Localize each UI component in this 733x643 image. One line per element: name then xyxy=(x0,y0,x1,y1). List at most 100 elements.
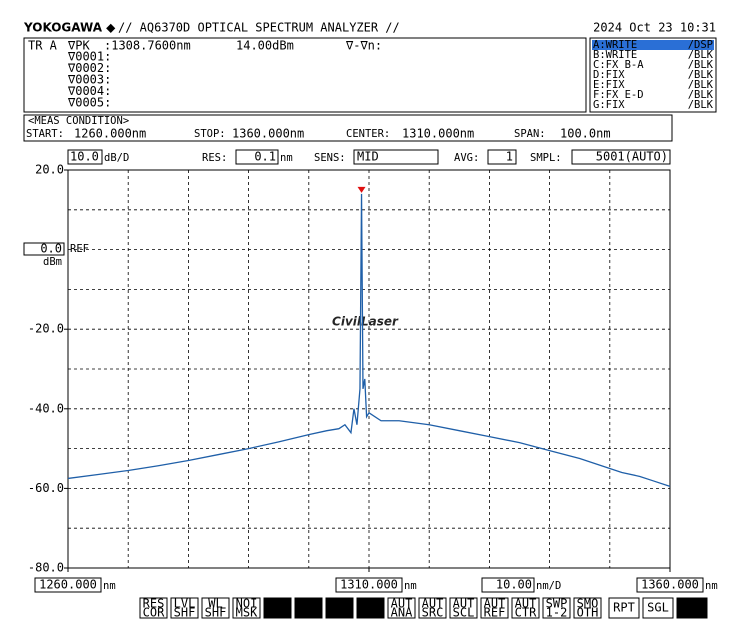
marker-slot: ∇0005: xyxy=(67,96,111,110)
soft-key-label: AUT xyxy=(453,597,475,611)
trace-label: E:FIX xyxy=(593,79,625,91)
action-key[interactable] xyxy=(608,597,640,619)
soft-key-label: VAC xyxy=(329,597,351,611)
soft-key[interactable] xyxy=(511,597,540,619)
trace: TR A xyxy=(28,39,58,53)
soft-key-label: SCL xyxy=(453,606,475,620)
trace-mode: /BLK xyxy=(688,89,714,101)
avg: 1 xyxy=(506,150,513,164)
soft-key[interactable] xyxy=(542,597,571,619)
x-unit: nm xyxy=(705,580,718,592)
soft-key[interactable] xyxy=(449,597,478,619)
spectrum xyxy=(67,193,671,488)
soft-key[interactable] xyxy=(294,597,323,619)
stop: 1360.000nm xyxy=(232,127,304,141)
action-label: SGL xyxy=(647,601,669,615)
soft-key[interactable] xyxy=(325,597,354,619)
meas-panel xyxy=(23,114,673,142)
soft-key[interactable] xyxy=(232,597,261,619)
soft-key-label: MSK xyxy=(236,606,258,620)
soft-key-label: OFS xyxy=(360,606,382,620)
soft-key-label: SRC xyxy=(267,597,289,611)
x-tick-label: 1360.000 xyxy=(641,578,699,592)
trace-mode: /BLK xyxy=(688,79,714,91)
soft-key[interactable] xyxy=(356,597,385,619)
avg-box xyxy=(487,149,517,165)
ref-value: 0.0 xyxy=(40,242,62,256)
soft-key[interactable] xyxy=(170,597,199,619)
action-label: STP xyxy=(681,601,703,615)
ref-label: REF xyxy=(70,243,89,255)
soft-key-label: REF xyxy=(484,606,506,620)
y-tick-label: -40.0 xyxy=(28,401,64,415)
div: 10.00 xyxy=(496,578,532,592)
soft-key[interactable] xyxy=(263,597,292,619)
soft-key-label: 1-2 xyxy=(546,606,568,620)
soft-key-label: AUT xyxy=(391,597,413,611)
x-tick-label: 1260.000 xyxy=(39,578,97,592)
sens: MID xyxy=(357,150,379,164)
peak-marker xyxy=(357,186,366,193)
trace-label: C:FX B-A xyxy=(593,59,644,71)
delta: ∇-∇n: xyxy=(345,39,382,53)
scale-unit: dB/D xyxy=(104,152,129,164)
model: // AQ6370D OPTICAL SPECTRUM ANALYZER // xyxy=(118,21,400,35)
x-unit: nm xyxy=(404,580,417,592)
soft-key-label: WL xyxy=(332,606,346,620)
trace-label: G:FIX xyxy=(593,99,625,111)
soft-key-label: SHF xyxy=(174,606,196,620)
ref-unit: dBm xyxy=(43,256,62,268)
soft-key-label: AUT xyxy=(515,597,537,611)
span-label: SPAN: xyxy=(514,128,546,140)
smpl-box xyxy=(571,149,671,165)
soft-key-label: AUT xyxy=(360,597,382,611)
sens-box xyxy=(353,149,439,165)
soft-key[interactable] xyxy=(201,597,230,619)
y-tick-label: 20.0 xyxy=(35,163,64,177)
soft-key-label: SRC xyxy=(298,597,320,611)
div-unit: nm/D xyxy=(536,580,561,592)
smpl-label: SMPL: xyxy=(530,152,562,164)
trace-mode: /BLK xyxy=(688,99,714,111)
soft-key[interactable] xyxy=(573,597,602,619)
marker-slot: ∇0004: xyxy=(67,84,111,98)
res-box xyxy=(235,149,279,165)
ref-box xyxy=(23,242,65,256)
trace-highlight xyxy=(592,40,714,50)
soft-key-label: SRC xyxy=(422,606,444,620)
peak-label: ∇PK xyxy=(67,39,90,53)
start: 1260.000nm xyxy=(74,127,146,141)
soft-key[interactable] xyxy=(139,597,168,619)
x-tick-label: 1310.000 xyxy=(340,578,398,592)
meas-title: <MEAS CONDITION> xyxy=(28,115,129,127)
center-label: CENTER: xyxy=(346,128,390,140)
span: 100.0nm xyxy=(560,127,611,141)
marker-slot: ∇0001: xyxy=(67,50,111,64)
soft-key-label: RES xyxy=(143,597,165,611)
watermark: CivilLaser xyxy=(332,315,399,329)
trace-label: A:WRITE xyxy=(593,39,637,51)
avg-label: AVG: xyxy=(454,152,479,164)
stop-label: STOP: xyxy=(194,128,226,140)
action-key[interactable] xyxy=(642,597,674,619)
res: 0.1 xyxy=(254,150,276,164)
trace-label: B:WRITE xyxy=(593,49,637,61)
trace-label: F:FX E-D xyxy=(593,89,644,101)
soft-key-label: OTH xyxy=(577,606,599,620)
soft-key-label: COR xyxy=(143,606,165,620)
peak-wl: :1308.7600nm xyxy=(104,39,191,53)
x-label-box xyxy=(335,577,403,593)
soft-key[interactable] xyxy=(480,597,509,619)
soft-key-label: LVL xyxy=(174,597,196,611)
soft-key[interactable] xyxy=(387,597,416,619)
soft-key-label: NOI xyxy=(236,597,258,611)
y-tick-label: -20.0 xyxy=(28,322,64,336)
div-box xyxy=(481,577,535,593)
res-label: RES: xyxy=(202,152,227,164)
smpl: 5001(AUTO) xyxy=(596,150,668,164)
action-key[interactable] xyxy=(676,597,708,619)
trace-mode: /BLK xyxy=(688,59,714,71)
peak-level: 14.00dBm xyxy=(236,39,294,53)
soft-key[interactable] xyxy=(418,597,447,619)
trace-panel xyxy=(589,37,717,113)
